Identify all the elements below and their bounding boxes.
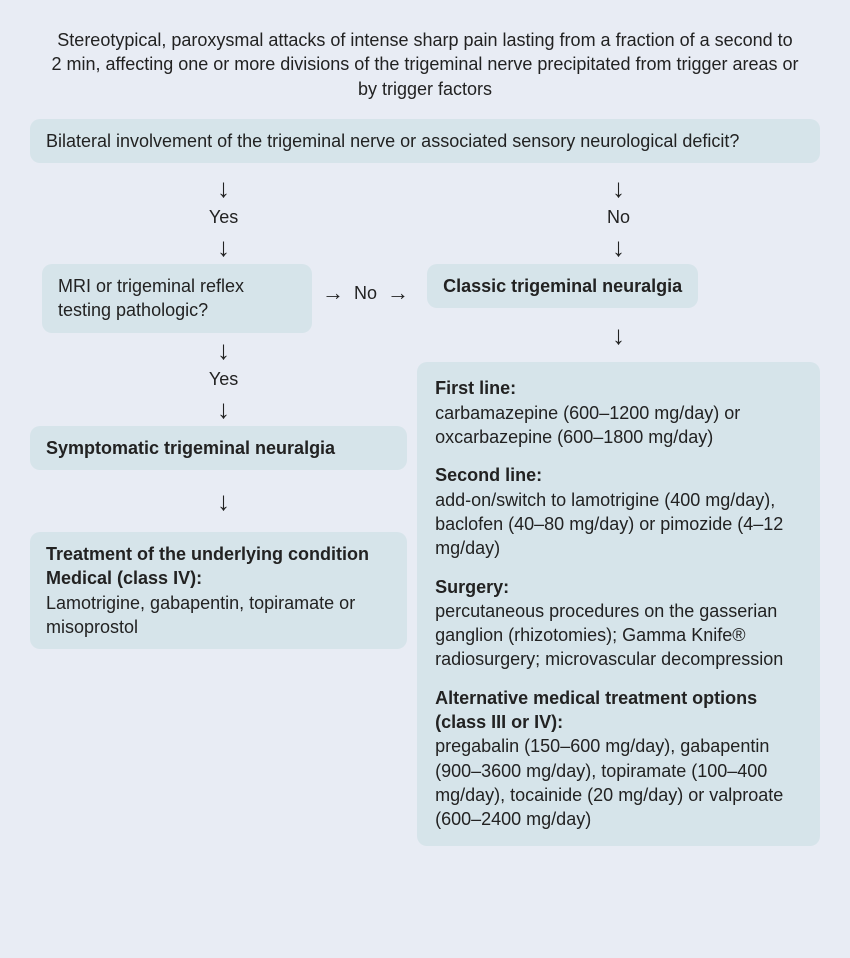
arrow-right-icon: → <box>387 280 409 306</box>
surgery-title: Surgery: <box>435 575 802 599</box>
first-line-body: carbamazepine (600–1200 mg/day) or oxcar… <box>435 401 802 450</box>
right-treatment-box: First line: carbamazepine (600–1200 mg/d… <box>417 362 820 845</box>
alt-body: pregabalin (150–600 mg/day), gabapentin … <box>435 734 802 831</box>
treatment-body: Lamotrigine, gabapentin, topiramate or m… <box>46 591 391 640</box>
intro-text: Stereotypical, paroxysmal attacks of int… <box>50 28 800 101</box>
treatment-subtitle: Medical (class IV): <box>46 566 391 590</box>
arrow-down-icon: ↓ <box>217 396 230 422</box>
branch-label-no: No <box>607 207 630 228</box>
left-treatment-box: Treatment of the underlying condition Me… <box>30 532 407 649</box>
second-line-body: add-on/switch to lamotrigine (400 mg/day… <box>435 488 802 561</box>
arrow-down-icon: ↓ <box>612 234 625 260</box>
arrow-down-icon: ↓ <box>612 175 625 201</box>
symptomatic-node: Symptomatic trigeminal neuralgia <box>30 426 407 470</box>
treatment-title: Treatment of the underlying condition <box>46 542 391 566</box>
arrow-down-icon: ↓ <box>217 337 230 363</box>
horizontal-no-edge: → No → <box>312 280 419 306</box>
alt-title: Alternative medical treatment options (c… <box>435 686 802 735</box>
mri-node: MRI or trigeminal reflex testing patholo… <box>42 264 312 333</box>
branch-label-yes: Yes <box>209 207 238 228</box>
arrow-down-icon: ↓ <box>217 234 230 260</box>
surgery-body: percutaneous procedures on the gasserian… <box>435 599 802 672</box>
first-line-title: First line: <box>435 376 802 400</box>
second-line-title: Second line: <box>435 463 802 487</box>
arrow-down-icon: ↓ <box>217 175 230 201</box>
classic-node: Classic trigeminal neuralgia <box>427 264 698 308</box>
decision-question: Bilateral involvement of the trigeminal … <box>30 119 820 163</box>
arrow-down-icon: ↓ <box>612 322 625 348</box>
edge-label-no: No <box>354 283 377 304</box>
columns: ↓ Yes ↓ MRI or trigeminal reflex testing… <box>30 171 820 845</box>
arrow-right-icon: → <box>322 280 344 306</box>
branch-label-yes: Yes <box>209 369 238 390</box>
arrow-down-icon: ↓ <box>217 488 230 514</box>
left-branch: ↓ Yes ↓ MRI or trigeminal reflex testing… <box>30 171 417 649</box>
right-branch: ↓ No ↓ Classic trigeminal neuralgia ↓ Fi… <box>417 171 820 845</box>
